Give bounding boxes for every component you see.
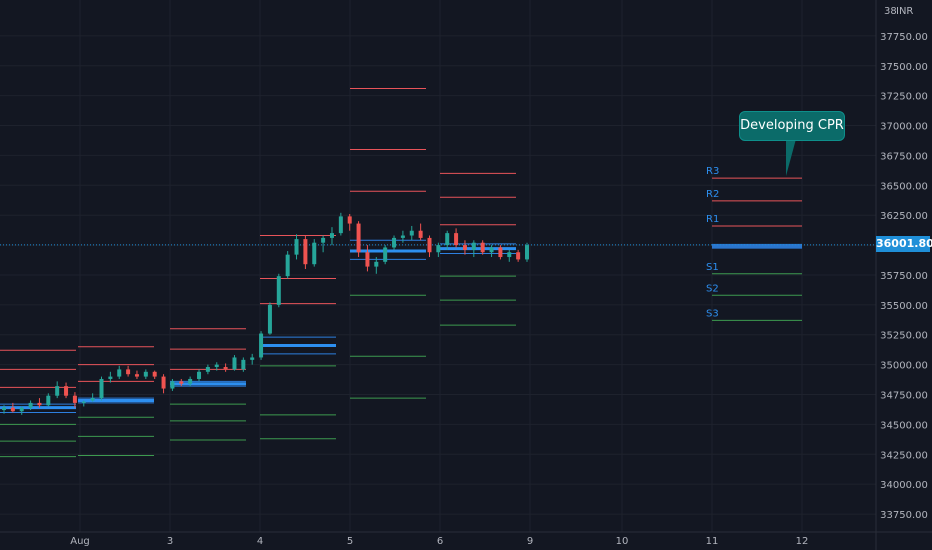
candle-body: [250, 357, 255, 360]
candle-body: [126, 369, 131, 375]
candle-body: [214, 364, 219, 368]
candle-body: [143, 371, 148, 377]
candle-body: [516, 252, 521, 260]
x-tick-label: 12: [796, 536, 809, 547]
y-tick-label: 35250.00: [880, 331, 928, 342]
candle-body: [374, 261, 379, 267]
candle-body: [46, 395, 51, 406]
x-tick-label: 5: [347, 536, 353, 547]
x-tick-label: 4: [257, 536, 263, 547]
developing-level-label: R2: [706, 189, 719, 200]
candle-body: [462, 245, 467, 250]
developing-level-label: S3: [706, 308, 719, 319]
candle-body: [37, 402, 42, 406]
candle-body: [188, 378, 193, 384]
x-tick-label: 6: [437, 536, 443, 547]
candle-body: [64, 386, 69, 396]
candle-body: [55, 386, 60, 396]
candle-body: [152, 371, 157, 377]
y-tick-label: 35500.00: [880, 301, 928, 312]
x-tick-label: Aug: [70, 536, 90, 547]
candle-body: [489, 247, 494, 253]
candle-body: [2, 407, 6, 411]
candle-body: [205, 367, 210, 372]
y-tick-label: 34250.00: [880, 450, 928, 461]
candle-body: [365, 252, 370, 267]
y-tick-label: 34500.00: [880, 420, 928, 431]
candle-body: [498, 247, 503, 258]
candle-body: [409, 230, 414, 236]
candle-body: [418, 230, 423, 238]
last-price-tag: 36001.80: [876, 236, 932, 252]
developing-level-label: R3: [706, 166, 719, 177]
y-tick-label: 37750.00: [880, 32, 928, 43]
candle-body: [81, 401, 86, 403]
candle-body: [276, 276, 281, 305]
candle-body: [10, 407, 15, 412]
y-tick-label: 37500.00: [880, 62, 928, 73]
candle-body: [232, 357, 237, 370]
candle-body: [329, 233, 334, 238]
candle-body: [471, 242, 476, 250]
candle-body: [99, 378, 104, 399]
candle-body: [179, 381, 184, 384]
candle-body: [267, 304, 272, 334]
candle-body: [161, 376, 166, 389]
y-tick-label: 34000.00: [880, 480, 928, 491]
candle-body: [400, 235, 405, 238]
currency-label: INR: [896, 6, 914, 17]
y-tick-label: 35000.00: [880, 361, 928, 372]
candle-body: [507, 252, 512, 258]
candle-body: [445, 233, 450, 246]
candle-body: [19, 407, 24, 412]
candle-body: [134, 374, 139, 377]
candle-body: [197, 371, 202, 379]
callout-pointer: [786, 139, 796, 176]
developing-level-label: S2: [706, 283, 719, 294]
candle-body: [117, 369, 122, 377]
developing-level-label: S1: [706, 262, 719, 273]
x-tick-label: 10: [616, 536, 629, 547]
candle-body: [347, 216, 352, 224]
candle-body: [294, 239, 299, 255]
candle-body: [392, 237, 397, 248]
y-tick-label: 36500.00: [880, 181, 928, 192]
candle-body: [427, 237, 432, 253]
candle-body: [72, 395, 77, 403]
candle-body: [303, 239, 308, 265]
candle-body: [525, 245, 529, 260]
y-tick-label: 38: [884, 6, 897, 17]
x-tick-label: 9: [527, 536, 533, 547]
developing-level-label: R1: [706, 214, 719, 225]
candle-body: [356, 223, 361, 253]
y-tick-label: 34750.00: [880, 391, 928, 402]
candle-body: [312, 242, 317, 265]
y-tick-label: 36250.00: [880, 211, 928, 222]
candle-body: [436, 245, 441, 253]
candle-body: [108, 376, 113, 379]
y-tick-label: 37250.00: [880, 92, 928, 103]
candle-body: [383, 247, 388, 262]
candle-body: [28, 402, 33, 408]
y-tick-label: 35750.00: [880, 271, 928, 282]
x-tick-label: 11: [706, 536, 719, 547]
candle-body: [480, 242, 485, 253]
y-tick-label: 33750.00: [880, 510, 928, 521]
candle-body: [259, 333, 264, 358]
candle-body: [90, 398, 95, 401]
candle-body: [454, 233, 459, 246]
candle-body: [170, 381, 175, 389]
y-tick-label: 36750.00: [880, 151, 928, 162]
y-tick-label: 37000.00: [880, 122, 928, 133]
candle-body: [223, 367, 228, 370]
developing-cpr-callout: Developing CPR: [739, 111, 845, 141]
candle-body: [321, 237, 326, 243]
candle-body: [338, 216, 343, 234]
candle-body: [241, 359, 246, 370]
x-tick-label: 3: [167, 536, 173, 547]
candle-body: [285, 254, 290, 277]
developing-cpr-band: [712, 243, 802, 249]
